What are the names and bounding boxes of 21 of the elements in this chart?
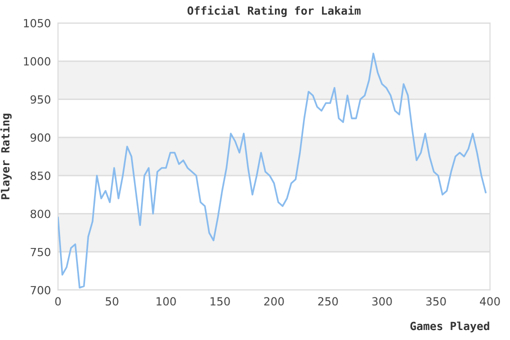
y-tick-label: 950 [30,95,50,104]
y-tick-label: 800 [30,210,50,218]
x-tick-label: 200 [264,297,284,306]
x-tick-label: 50 [106,297,118,306]
x-axis-title: Games Played [410,322,490,332]
y-tick-label: 850 [30,172,50,180]
y-axis-title: Player Rating [0,114,12,200]
y-tick-label: 900 [30,133,50,142]
x-tick-label: 300 [372,297,392,306]
chart-title: Official Rating for Lakaim [188,6,361,17]
y-tick-label: 750 [30,248,50,256]
x-tick-label: 250 [318,297,338,306]
y-tick-label: 700 [30,286,50,294]
x-tick-label: 350 [426,297,446,306]
x-tick-label: 0 [55,297,61,306]
x-tick-label: 400 [480,297,500,306]
y-tick-label: 1000 [24,57,50,66]
x-tick-label: 100 [156,297,176,306]
line-series [58,52,487,289]
x-tick-label: 150 [210,297,230,306]
y-tick-label: 1050 [24,18,50,28]
